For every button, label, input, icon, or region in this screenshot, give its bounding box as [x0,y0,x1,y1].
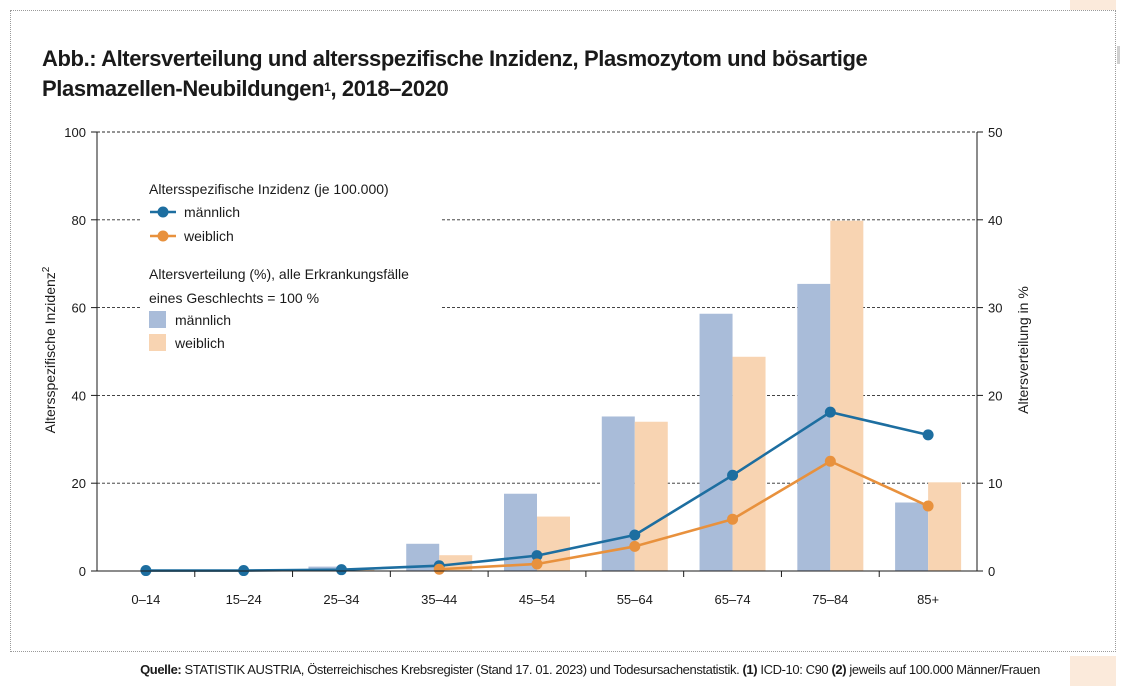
x-tick-label: 35–44 [421,592,457,607]
x-tick-label: 65–74 [714,592,750,607]
line-series-group [140,406,934,577]
chart-title: Abb.: Altersverteilung und altersspezifi… [42,44,942,104]
line-point-weiblich [922,500,934,512]
line-point-weiblich [629,540,641,552]
x-tick-label: 25–34 [323,592,359,607]
line-weiblich [439,459,929,571]
footnote-2-text: jeweils auf 100.000 Männer/Frauen [846,662,1040,677]
y-left-axis-title: Altersspezifische Inzidenz2 [41,266,58,433]
footnote-1-label: (1) [742,662,758,677]
legend-marker-weiblich [157,230,169,242]
figure-frame [10,10,1116,652]
y-left-tick-label: 20 [72,476,86,491]
y-left-axis-title-sup: 2 [41,266,52,272]
footnote-1-text: ICD-10: C90 [757,662,832,677]
y-right-axis-title: Altersverteilung in % [1015,286,1031,414]
legend-background [140,176,440,362]
line-point-weiblich [824,455,836,467]
line-point-maennlich [922,429,934,441]
line-point-maennlich [824,406,836,418]
legend-label-line-maennlich: männlich [184,204,240,220]
y-left-tick-label: 60 [72,301,86,316]
line-point-weiblich [433,563,445,575]
y-right-tick-label: 20 [988,388,1002,403]
legend-heading-distribution: Altersverteilung (%), alle Erkrankungsfä… [149,266,409,282]
bar-weiblich [928,482,962,571]
line-point-maennlich [335,564,347,576]
scrollbar-thumb[interactable] [1117,46,1120,64]
y-left-tick-label: 0 [79,564,86,579]
x-tick-label: 55–64 [617,592,653,607]
legend-swatch-maennlich [149,311,166,328]
footnote-2-label: (2) [831,662,847,677]
legend: Altersspezifische Inzidenz (je 100.000) m… [140,176,440,362]
x-tick-label: 0–14 [131,592,160,607]
bar-maennlich [601,416,635,571]
y-right-tick-label: 50 [988,125,1002,140]
y-right-tick-label: 40 [988,213,1002,228]
source-text: STATISTIK AUSTRIA, Österreichisches Kreb… [181,662,743,677]
title-line-2a: Plasmazellen-Neubildungen [42,76,325,101]
y-left-tick-label: 40 [72,388,86,403]
line-point-maennlich [531,550,543,562]
legend-heading-distribution-2: eines Geschlechts = 100 % [149,290,319,306]
source-label: Quelle: [140,662,182,677]
legend-marker-maennlich [157,206,169,218]
y-right-tick-label: 30 [988,301,1002,316]
legend-swatch-weiblich [149,334,166,351]
bar-maennlich [699,313,733,571]
corner-decoration-top [1070,0,1116,10]
bar-maennlich [895,502,929,571]
legend-heading-incidence: Altersspezifische Inzidenz (je 100.000) [149,181,389,197]
x-tick-label: 85+ [917,592,939,607]
bar-maennlich [797,283,831,571]
title-line-1: Abb.: Altersverteilung und altersspezifi… [42,46,868,71]
x-tick-label: 75–84 [812,592,848,607]
legend-label-bar-weiblich: weiblich [174,335,225,351]
x-tick-label: 45–54 [519,592,555,607]
y-left-tick-label: 100 [64,125,86,140]
y-right-tick-label: 0 [988,564,995,579]
title-footnote-mark: 1 [324,80,331,94]
y-left-tick-label: 80 [72,213,86,228]
chart-canvas: 0 20 40 60 80 100 0 10 20 30 40 50 0–14 15–24 25–34 35–… [41,125,1031,607]
line-point-maennlich [629,529,641,541]
bar-weiblich [830,220,864,572]
x-tick-label: 15–24 [226,592,262,607]
legend-label-bar-maennlich: männlich [175,312,231,328]
title-line-2b: , 2018–2020 [330,76,449,101]
y-right-tick-label: 10 [988,476,1002,491]
corner-decoration-bottom [1070,656,1116,686]
line-point-weiblich [531,558,543,570]
source-note: Quelle: STATISTIK AUSTRIA, Österreichisc… [0,662,1040,677]
legend-label-line-weiblich: weiblich [183,228,234,244]
line-point-maennlich [727,469,739,481]
axes-group: 0 20 40 60 80 100 0 10 20 30 40 50 0–14 15–24 25–34 35–… [41,125,1031,607]
line-point-weiblich [727,513,739,525]
